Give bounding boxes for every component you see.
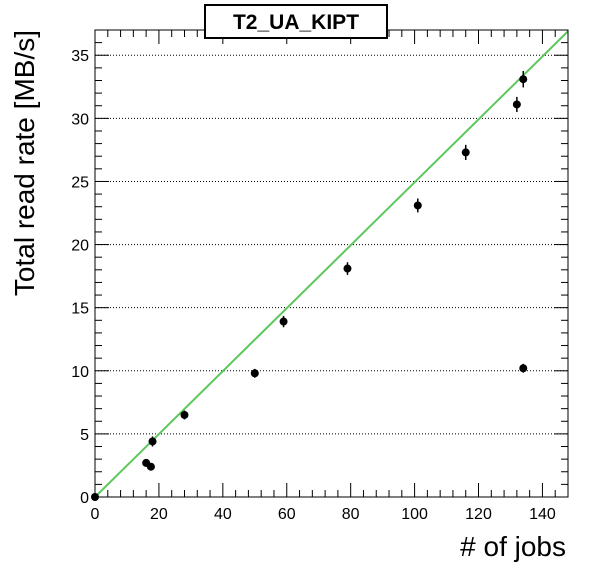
data-point [519,363,528,373]
x-tick-label-0: 0 [91,506,100,523]
y-axis-title: Total read rate [MB/s] [9,30,40,296]
x-tick-label-4: 80 [342,506,360,523]
x-tick-label-2: 40 [214,506,232,523]
x-tick-label-3: 60 [278,506,296,523]
data-point [512,96,521,113]
data-points [91,71,528,501]
data-point [279,315,288,328]
point-marker [519,75,528,84]
point-marker [519,364,528,373]
tick-labels: 0 20 40 60 80 100 120 140 0 5 10 15 20 25 30 35 [71,48,556,523]
y-tick-label-6: 30 [71,111,89,128]
data-point [343,262,352,275]
grid-lines [95,54,568,435]
point-marker [180,410,189,419]
fit-line [94,30,569,498]
x-tick-label-6: 120 [465,506,492,523]
data-point [180,410,189,420]
y-tick-label-4: 20 [71,238,89,255]
chart-title-box: T2_UA_KIPT [204,4,388,39]
y-tick-label-5: 25 [71,174,89,191]
data-point [250,368,259,378]
data-point [519,71,528,88]
x-tick-label-1: 20 [150,506,168,523]
data-point [146,462,155,471]
chart-title: T2_UA_KIPT [233,11,359,34]
fit-line-layer [94,30,569,498]
point-marker [146,462,155,471]
point-marker [512,100,521,109]
axis-ticks [94,29,569,498]
y-tick-label-0: 0 [80,490,89,507]
data-point [413,198,422,213]
point-marker [279,317,288,326]
x-tick-label-5: 100 [401,506,428,523]
point-marker [343,264,352,273]
y-tick-label-1: 5 [80,427,89,444]
point-marker [413,201,422,210]
x-axis-title: # of jobs [460,531,566,562]
data-point [461,144,470,161]
y-tick-label-7: 35 [71,48,89,65]
point-marker [250,369,259,378]
point-marker [148,437,157,446]
data-point [148,436,157,447]
y-tick-label-2: 10 [71,364,89,381]
point-marker [461,148,470,157]
x-tick-label-7: 140 [529,506,556,523]
y-tick-label-3: 15 [71,301,89,318]
